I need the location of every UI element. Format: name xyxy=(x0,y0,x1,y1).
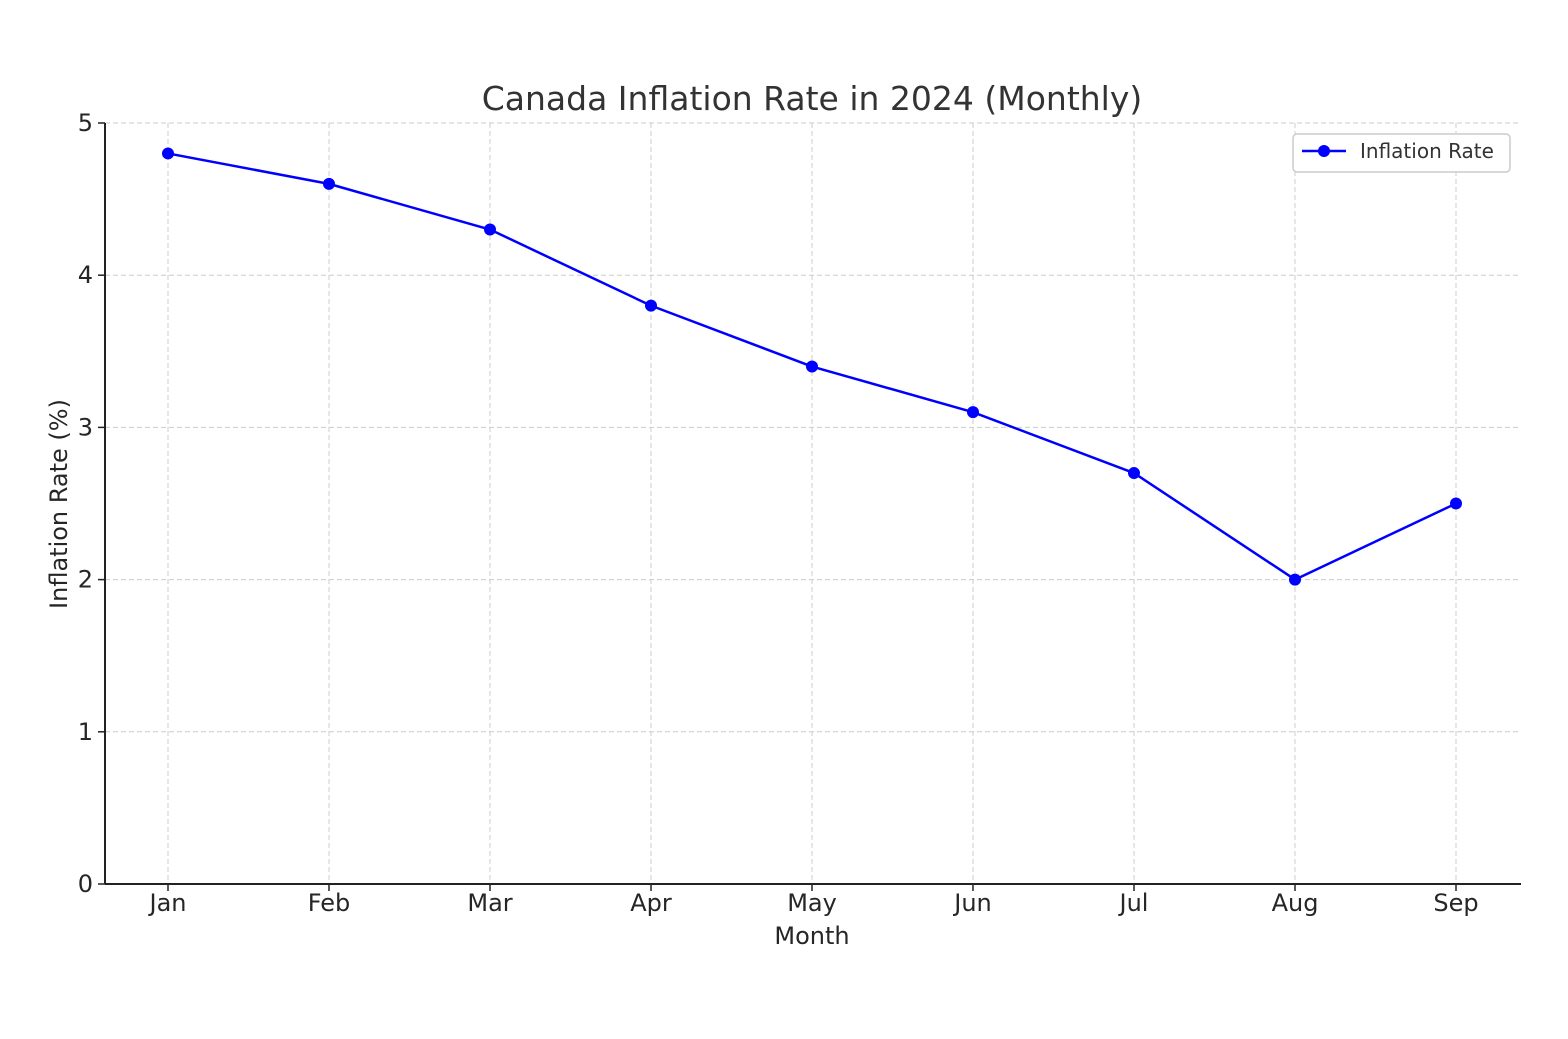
x-tick-label: Apr xyxy=(630,889,672,917)
legend: Inflation Rate xyxy=(1292,133,1511,173)
x-tick-label: May xyxy=(787,889,837,917)
legend-box xyxy=(1292,133,1511,173)
x-tick-label: Feb xyxy=(308,889,351,917)
y-axis-label: Inflation Rate (%) xyxy=(45,399,73,609)
legend-entry-label: Inflation Rate xyxy=(1360,139,1494,163)
y-tick-label: 1 xyxy=(78,718,93,746)
axes xyxy=(98,122,1521,891)
data-point xyxy=(806,360,818,373)
y-tick-label: 4 xyxy=(78,261,93,289)
data-point xyxy=(645,299,657,312)
legend-marker-swatch xyxy=(1318,145,1330,157)
y-tick-label: 3 xyxy=(78,413,93,441)
x-tick-label: Jun xyxy=(952,889,992,917)
y-tick-label: 0 xyxy=(78,870,93,898)
x-tick-label: Jan xyxy=(148,889,187,917)
data-point xyxy=(1450,497,1462,510)
x-tick-label: Jul xyxy=(1118,889,1149,917)
grid xyxy=(105,122,1521,885)
data-point xyxy=(484,223,496,236)
data-point xyxy=(1289,573,1301,586)
chart-title: Canada Inflation Rate in 2024 (Monthly) xyxy=(482,79,1143,118)
y-tick-label: 5 xyxy=(78,109,93,137)
y-tick-label: 2 xyxy=(78,566,93,594)
data-point xyxy=(967,406,979,419)
x-tick-label: Mar xyxy=(467,889,512,917)
data-point xyxy=(162,147,174,160)
series xyxy=(162,147,1462,586)
data-point xyxy=(1128,467,1140,480)
x-axis-label: Month xyxy=(774,922,849,950)
x-tick-label: Sep xyxy=(1433,889,1478,917)
data-point xyxy=(323,177,335,190)
x-tick-label: Aug xyxy=(1272,889,1319,917)
tick-labels: 0 1 2 3 4 5 Jan Feb Mar Apr May Jun Jul Aug Sep xyxy=(78,109,1479,917)
